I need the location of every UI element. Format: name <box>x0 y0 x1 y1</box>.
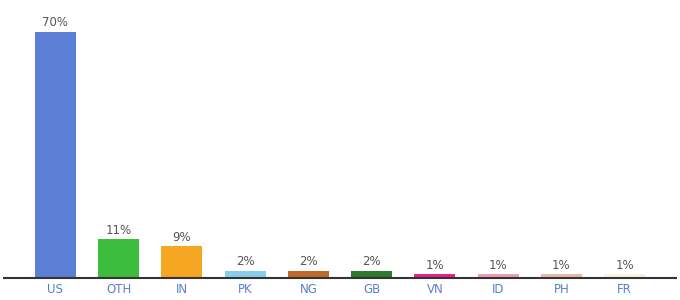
Text: 11%: 11% <box>105 224 132 237</box>
Bar <box>161 246 203 278</box>
Bar <box>224 271 266 278</box>
Bar <box>35 32 76 278</box>
Text: 1%: 1% <box>426 259 444 272</box>
Bar <box>98 239 139 278</box>
Bar <box>541 274 582 278</box>
Text: 1%: 1% <box>552 259 571 272</box>
Text: 1%: 1% <box>489 259 507 272</box>
Text: 70%: 70% <box>42 16 68 29</box>
Bar <box>604 274 645 278</box>
Bar <box>414 274 456 278</box>
Text: 2%: 2% <box>362 255 381 268</box>
Bar <box>477 274 519 278</box>
Text: 2%: 2% <box>299 255 318 268</box>
Text: 2%: 2% <box>236 255 254 268</box>
Bar <box>288 271 329 278</box>
Bar <box>351 271 392 278</box>
Text: 1%: 1% <box>615 259 634 272</box>
Text: 9%: 9% <box>173 231 191 244</box>
